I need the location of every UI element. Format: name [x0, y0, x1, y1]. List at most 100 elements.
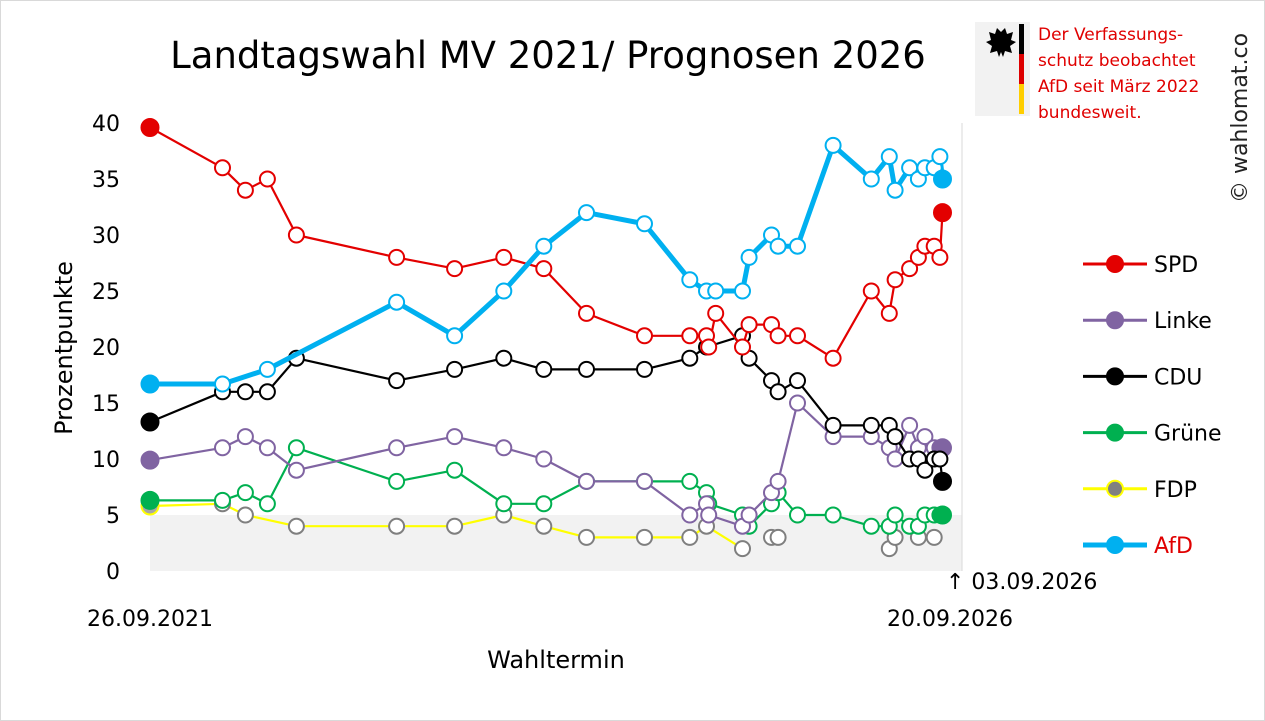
data-point: [901, 416, 919, 434]
data-point: [886, 271, 904, 289]
data-point: [535, 495, 553, 513]
x-axis-label: Wahltermin: [487, 646, 625, 674]
data-point: [933, 203, 952, 223]
legend-marker: [1106, 255, 1124, 273]
notice-text: Der Verfassungs- schutz beobachtet AfD s…: [1038, 25, 1199, 123]
data-point: [681, 349, 699, 367]
data-point: [740, 506, 758, 524]
data-point: [700, 506, 718, 524]
data-point: [925, 528, 943, 546]
notice-line: Der Verfassungs-: [1038, 25, 1183, 45]
legend-label: AfD: [1154, 534, 1193, 559]
data-point: [140, 490, 160, 510]
data-point: [140, 412, 160, 432]
y-tick-label: 5: [106, 504, 120, 529]
legend-label: CDU: [1154, 365, 1202, 390]
data-point: [578, 304, 595, 322]
data-point: [287, 226, 305, 244]
data-point: [388, 372, 406, 390]
data-point: [862, 517, 880, 535]
data-point: [886, 428, 904, 446]
data-point: [933, 169, 952, 189]
data-point: [214, 439, 231, 457]
data-point: [535, 260, 553, 278]
data-point: [446, 428, 464, 446]
data-point: [535, 517, 553, 535]
data-point: [388, 293, 406, 311]
data-point: [140, 450, 160, 470]
data-point: [214, 159, 231, 177]
legend: SPD Linke CDU Grüne FDP AfD: [1083, 253, 1222, 559]
data-point: [495, 282, 513, 300]
y-tick-label: 0: [106, 560, 120, 585]
plot-area: 0 5 10 15 20 25 30 35 40: [92, 112, 963, 585]
data-point: [495, 495, 513, 513]
y-tick-label: 35: [92, 168, 120, 193]
legend-label: SPD: [1154, 253, 1198, 278]
legend-item-linke: Linke: [1083, 309, 1212, 334]
y-tick-label: 40: [92, 112, 120, 137]
current-date-marker: ↑ 03.09.2026: [946, 570, 1097, 595]
data-point: [140, 118, 160, 137]
notice-line: schutz beobachtet: [1038, 51, 1196, 71]
notice-line: AfD seit März 2022: [1038, 77, 1199, 97]
data-point: [287, 439, 305, 457]
data-point: [824, 506, 842, 524]
x-start-label: 26.09.2021: [87, 607, 213, 632]
data-point: [769, 327, 787, 345]
data-point: [258, 495, 276, 513]
data-point: [236, 383, 254, 401]
data-point: [707, 282, 725, 300]
data-point: [636, 215, 653, 233]
data-point: [824, 349, 842, 367]
data-point: [931, 148, 949, 166]
threshold-band: [150, 515, 962, 571]
data-point: [258, 383, 276, 401]
data-point: [886, 506, 904, 524]
data-point: [388, 439, 406, 457]
legend-label: Grüne: [1154, 422, 1222, 447]
data-point: [789, 394, 806, 412]
data-point: [446, 461, 464, 479]
data-point: [880, 304, 898, 322]
data-point: [495, 248, 513, 266]
data-point: [446, 327, 464, 345]
data-point: [287, 461, 305, 479]
legend-label: FDP: [1154, 478, 1197, 503]
data-point: [535, 360, 553, 378]
chart-title: Landtagswahl MV 2021/ Prognosen 2026: [170, 34, 926, 77]
data-point: [495, 439, 513, 457]
data-point: [740, 316, 758, 334]
data-point: [681, 327, 699, 345]
legend-marker: [1106, 423, 1124, 442]
data-point: [258, 170, 276, 188]
data-point: [734, 540, 751, 558]
data-point: [681, 528, 699, 546]
data-point: [789, 327, 806, 345]
data-point: [388, 517, 406, 535]
data-point: [886, 181, 904, 199]
legend-label: Linke: [1154, 309, 1212, 334]
data-point: [931, 248, 949, 266]
data-point: [446, 517, 464, 535]
data-point: [700, 338, 718, 356]
data-point: [886, 450, 904, 468]
data-point: [140, 374, 160, 394]
legend-marker: [1106, 311, 1124, 330]
y-tick-label: 10: [92, 448, 120, 473]
data-point: [236, 484, 254, 502]
data-point: [707, 304, 725, 322]
data-point: [446, 360, 464, 378]
data-point: [287, 517, 305, 535]
data-point: [931, 450, 949, 468]
y-tick-label: 15: [92, 392, 120, 417]
data-point: [880, 148, 898, 166]
data-point: [636, 360, 653, 378]
data-point: [769, 383, 787, 401]
notice-line: bundesweit.: [1038, 103, 1142, 123]
data-point: [862, 282, 880, 300]
y-tick-label: 25: [92, 280, 120, 305]
y-axis-label: Prozentpunkte: [50, 261, 78, 435]
data-point: [681, 506, 699, 524]
